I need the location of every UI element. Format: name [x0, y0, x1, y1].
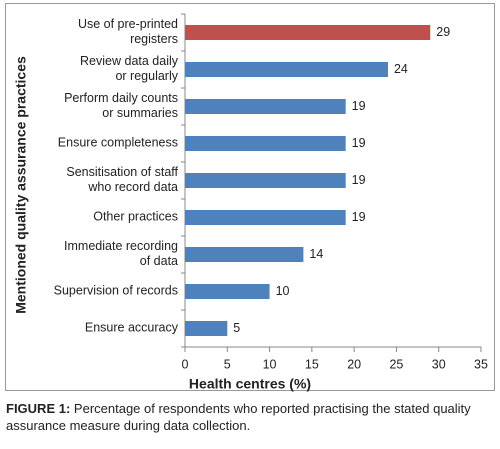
- bar: [185, 62, 388, 77]
- x-tick-label: 35: [474, 357, 488, 371]
- bar: [185, 247, 304, 262]
- value-label: 14: [309, 247, 323, 261]
- x-tick-label: 5: [224, 357, 231, 371]
- y-tick-label: Other practices: [93, 210, 178, 224]
- chart-border: [5, 3, 495, 391]
- bar: [185, 136, 346, 151]
- bar: [185, 321, 228, 336]
- y-tick-label: Supervision of records: [54, 284, 178, 298]
- chart: Health centres (%) Mentioned quality ass…: [5, 3, 495, 392]
- bar: [185, 173, 346, 188]
- x-tick-label: 0: [182, 357, 189, 371]
- y-tick-label: Ensure completeness: [58, 136, 178, 150]
- value-label: 24: [394, 62, 408, 76]
- bar: [185, 210, 346, 225]
- value-label: 19: [352, 210, 366, 224]
- caption: FIGURE 1: Percentage of respondents who …: [6, 400, 496, 434]
- value-label: 19: [352, 173, 366, 187]
- x-axis-title: Health centres (%): [189, 376, 311, 392]
- caption-label: FIGURE 1:: [6, 401, 71, 416]
- value-label: 29: [436, 25, 450, 39]
- y-tick-label: Sensitisation of staff who record data: [66, 165, 178, 194]
- x-tick-label: 30: [432, 357, 446, 371]
- value-label: 19: [352, 136, 366, 150]
- y-tick-label: Perform daily counts or summaries: [64, 91, 178, 120]
- bar: [185, 284, 270, 299]
- y-tick-label: Immediate recording of data: [64, 239, 178, 268]
- y-axis-title: Mentioned quality assurance practices: [13, 56, 29, 314]
- x-tick-label: 10: [263, 357, 277, 371]
- x-tick-label: 25: [389, 357, 403, 371]
- x-tick-label: 20: [347, 357, 361, 371]
- y-tick-label: Use of pre-printed registers: [78, 17, 178, 46]
- y-tick-label: Review data daily or regularly: [80, 54, 179, 83]
- bar: [185, 99, 346, 114]
- value-label: 5: [233, 321, 240, 335]
- bar: [185, 25, 431, 40]
- value-label: 10: [276, 284, 290, 298]
- y-tick-label: Ensure accuracy: [85, 321, 179, 335]
- value-label: 19: [352, 99, 366, 113]
- x-tick-label: 15: [305, 357, 319, 371]
- caption-text: Percentage of respondents who reported p…: [6, 401, 471, 433]
